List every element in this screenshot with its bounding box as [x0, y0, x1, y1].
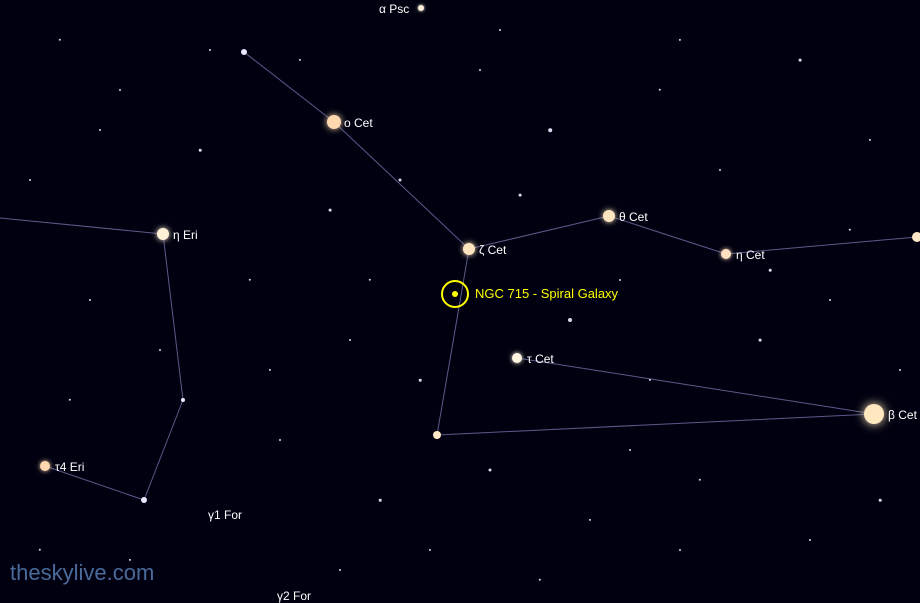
bg-star — [899, 369, 901, 371]
bg-star — [679, 549, 681, 551]
target-dot — [452, 291, 458, 297]
star-node_eri_mid — [181, 398, 185, 402]
bg-star — [799, 59, 802, 62]
bg-star — [69, 399, 71, 401]
bg-star — [369, 279, 371, 281]
bg-star — [429, 549, 431, 551]
bg-star — [379, 499, 382, 502]
star-node_cetus_bottom — [433, 431, 441, 439]
bg-star — [199, 149, 202, 152]
bg-star — [849, 229, 851, 231]
bg-star — [119, 89, 121, 91]
star-tau4_eri — [40, 461, 50, 471]
bg-star — [499, 29, 501, 31]
bg-star — [209, 49, 211, 51]
bg-star — [489, 469, 492, 472]
star-eta_eri — [157, 228, 169, 240]
bg-star — [99, 129, 101, 131]
star-label-tau_cet: τ Cet — [527, 352, 554, 366]
star-eta_cet — [721, 249, 731, 259]
bg-star — [519, 194, 522, 197]
star-label-o_cet: ο Cet — [344, 116, 373, 130]
bg-star — [539, 579, 541, 581]
bg-star — [629, 449, 631, 451]
bg-star — [249, 279, 251, 281]
bg-star — [649, 379, 651, 381]
bg-star — [879, 499, 882, 502]
star-node_top — [241, 49, 247, 55]
star-beta_cet — [864, 404, 884, 424]
bg-star — [29, 179, 31, 181]
star-node_eri_bottom — [141, 497, 147, 503]
bg-star — [699, 479, 701, 481]
bg-star — [619, 279, 621, 281]
star-tau_cet — [512, 353, 522, 363]
star-alpha_psc — [418, 5, 424, 11]
bg-star — [679, 39, 681, 41]
bg-star — [299, 59, 301, 61]
bg-star — [568, 318, 572, 322]
bg-star — [548, 128, 552, 132]
star-o_cet — [327, 115, 341, 129]
bg-star — [279, 439, 281, 441]
star-zeta_cet — [463, 243, 475, 255]
star-label-tau4_eri: τ4 Eri — [55, 460, 84, 474]
star-label-eta_eri: η Eri — [173, 228, 198, 242]
bg-star — [39, 549, 41, 551]
star-label-theta_cet: θ Cet — [619, 210, 648, 224]
bg-star — [769, 269, 772, 272]
star-label-alpha_psc: α Psc — [379, 2, 409, 16]
star-node_right_edge — [912, 232, 920, 242]
bg-star — [269, 369, 271, 371]
bg-star — [809, 539, 811, 541]
bg-star — [329, 209, 332, 212]
bg-star — [659, 89, 661, 91]
bg-star — [589, 519, 591, 521]
bg-star — [719, 169, 721, 171]
bg-star — [339, 569, 341, 571]
bg-star — [869, 139, 871, 141]
star-label-beta_cet: β Cet — [888, 408, 917, 422]
bg-star — [479, 69, 481, 71]
star-label-gamma2_for: γ2 For — [277, 589, 311, 603]
target-label: NGC 715 - Spiral Galaxy — [475, 286, 618, 301]
watermark: theskylive.com — [10, 560, 154, 586]
bg-star — [159, 349, 161, 351]
bg-star — [89, 299, 91, 301]
bg-star — [59, 39, 61, 41]
star-label-zeta_cet: ζ Cet — [479, 243, 506, 257]
bg-star — [419, 379, 422, 382]
bg-star — [399, 179, 402, 182]
star-theta_cet — [603, 210, 615, 222]
bg-star — [349, 339, 351, 341]
bg-star — [829, 299, 831, 301]
star-label-gamma1_for: γ1 For — [208, 508, 242, 522]
bg-star — [759, 339, 762, 342]
star-label-eta_cet: η Cet — [736, 248, 765, 262]
